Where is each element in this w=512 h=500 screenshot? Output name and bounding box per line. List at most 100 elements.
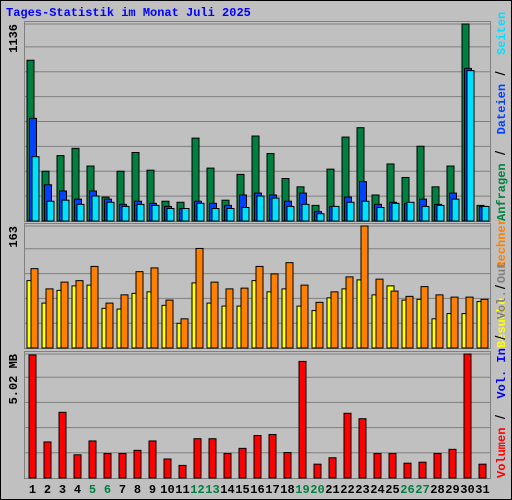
bar [211,208,220,222]
x-tick-label: 22 [340,483,354,497]
bar [241,206,250,222]
x-tick-label: 23 [355,483,369,497]
bar [76,203,85,222]
bar [448,448,457,479]
bar [88,440,97,479]
bar [210,281,219,349]
bar [256,195,265,222]
bar [118,453,127,479]
bar [31,156,40,222]
legend-separator [494,285,506,290]
bar [178,464,187,479]
bar [46,200,55,222]
bar [225,288,234,349]
bar [465,296,474,349]
bar [420,286,429,349]
x-tick-label: 21 [325,483,339,497]
bar [163,458,172,479]
x-tick-label: 16 [250,483,264,497]
bar [478,463,487,479]
x-tick-label: 7 [119,483,126,497]
x-tick-label: 10 [160,483,174,497]
x-tick-label: 24 [370,483,384,497]
bar [405,295,414,349]
bar [73,454,82,479]
bar [376,206,385,222]
bar [360,225,369,349]
bar [316,213,325,222]
bar [481,205,490,222]
bar [270,273,279,349]
bar [285,262,294,349]
bar [315,301,324,349]
x-tick-label: 4 [74,483,81,497]
bar [373,453,382,479]
bar [435,294,444,349]
bar [121,205,130,222]
legend-entry: Vol. In [495,348,509,398]
bar [301,203,310,222]
bar [345,276,354,349]
bar [343,412,352,479]
bar [331,205,340,222]
bar [375,278,384,349]
bar [181,208,190,222]
x-tick-label: 17 [265,483,279,497]
x-tick-label: 15 [235,483,249,497]
x-tick-label: 3 [59,483,66,497]
bar [58,411,67,479]
legend-entry: Besuche [495,298,509,348]
bar [45,288,54,349]
legend-separator [494,71,506,76]
bar [480,298,489,349]
bar [283,452,292,479]
bar [136,203,145,222]
bar [61,199,70,222]
bar [271,197,280,222]
bar [298,360,307,479]
bar [403,462,412,479]
bar [463,353,472,479]
x-tick-label: 13 [205,483,219,497]
bar [388,453,397,479]
x-tick-label: 18 [280,483,294,497]
bar [90,265,99,349]
x-tick-label: 8 [134,483,141,497]
x-tick-label: 5 [89,483,96,497]
bar [238,447,247,479]
bar [150,267,159,349]
bar [91,195,100,222]
bar [421,205,430,222]
x-tick-label: 29 [445,483,459,497]
legend-separator [494,415,506,420]
bar [30,268,39,349]
bar [60,281,69,349]
x-tick-label: 2 [44,483,51,497]
x-tick-label: 11 [175,483,189,497]
bar [328,457,337,479]
legend-separator [494,335,506,340]
bar [196,202,205,222]
bar [165,299,174,349]
legend-entry: Vol. Out [495,262,509,320]
x-tick-label: 25 [385,483,399,497]
bar [330,291,339,349]
bar [253,435,262,479]
bar [406,201,415,222]
x-tick-label: 31 [475,483,489,497]
bar [103,453,112,479]
x-tick-label: 1 [29,483,36,497]
y-tick-label: 5.02 MB [7,354,21,404]
bar [361,200,370,222]
bar [418,461,427,479]
bar [180,318,189,349]
y-tick-label: 1136 [7,24,21,53]
bar [105,302,114,349]
bar [346,201,355,222]
bar [226,208,235,222]
x-tick-label: 14 [220,483,234,497]
x-tick-label: 30 [460,483,474,497]
bar [433,453,442,479]
x-tick-label: 19 [295,483,309,497]
